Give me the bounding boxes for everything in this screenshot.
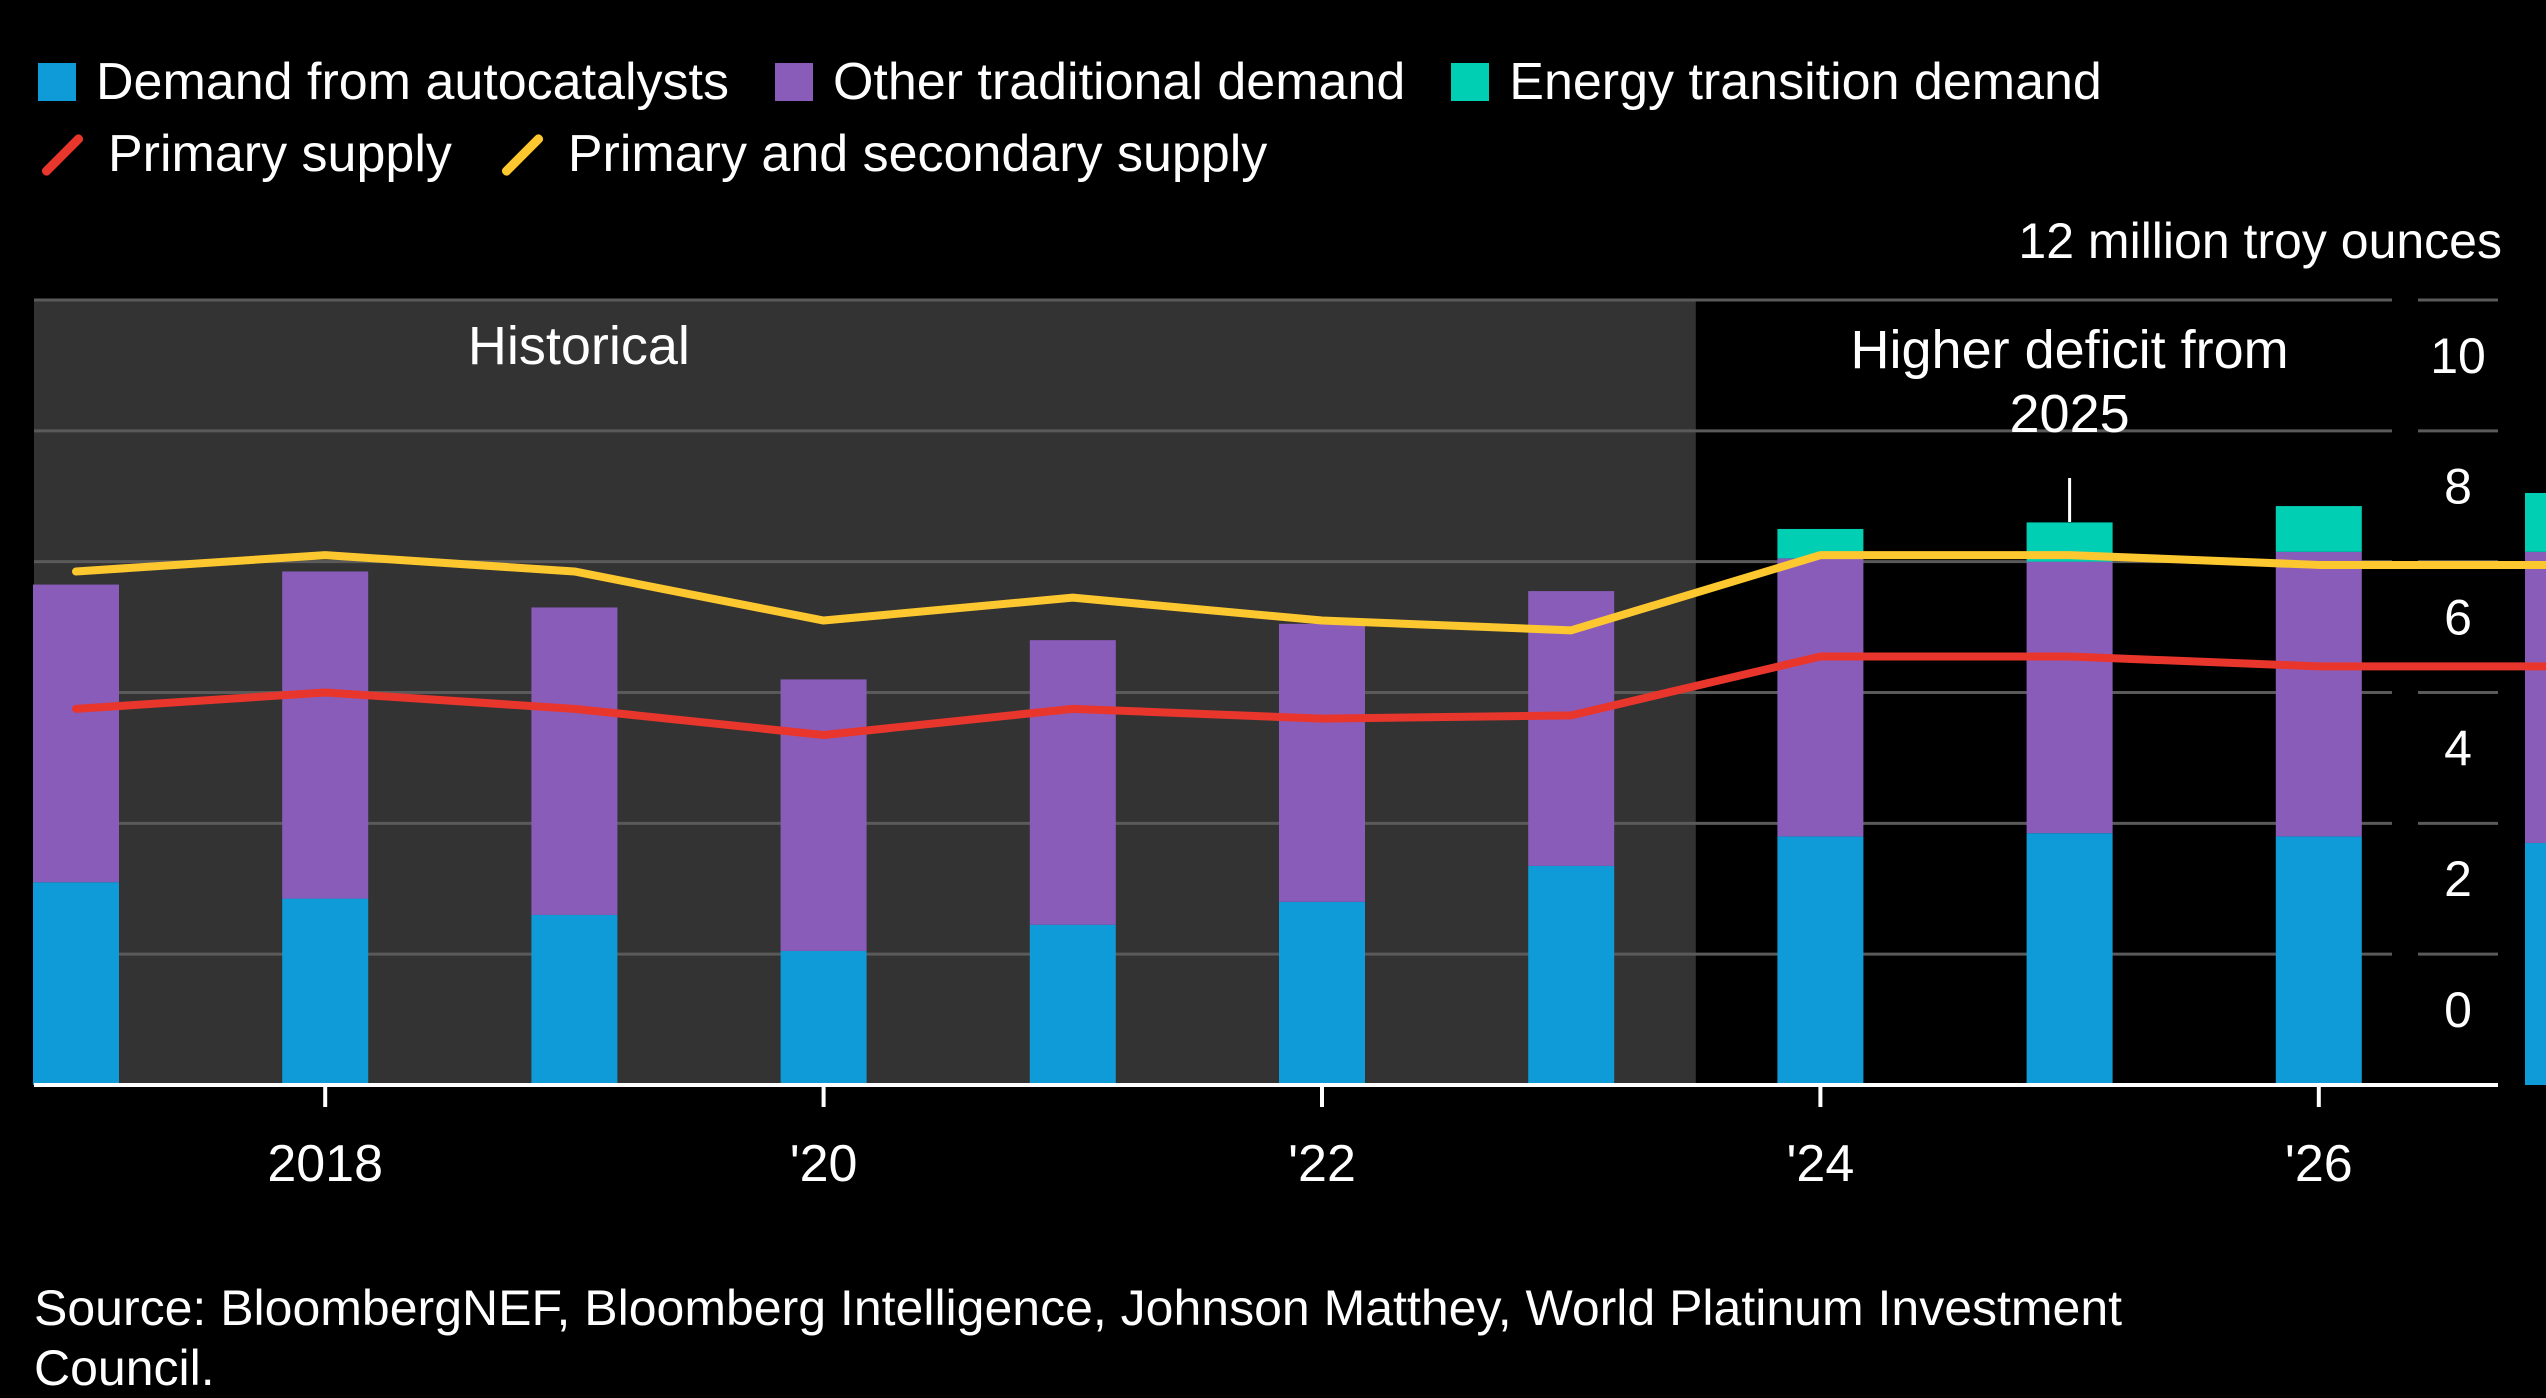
y-tick-label: 2 [2444,851,2472,907]
autocatalysts-bar [1528,865,1615,1085]
legend-row-demand: Demand from autocatalysts Other traditio… [38,46,2498,118]
autocatalysts-bar [282,898,369,1085]
other-traditional-bar [33,584,119,883]
other-traditional-bar [2525,551,2546,843]
y-tick-label: 4 [2444,720,2472,776]
other-traditional-bar [1279,623,1365,902]
autocatalysts-bar [1279,901,1365,1085]
x-tick-label: '20 [790,1135,858,1193]
legend-item-other-traditional: Other traditional demand [774,46,1406,118]
autocatalysts-bar [1029,924,1116,1085]
y-tick-label: 8 [2444,459,2472,515]
autocatalysts-bar [2525,842,2546,1085]
autocatalysts-bar [2026,833,2113,1085]
y-tick-label: 0 [2444,982,2472,1038]
legend-label-energy-transition: Energy transition demand [1509,53,2102,111]
energy-transition-bar [2275,506,2362,552]
other-traditional-bar [2275,551,2362,837]
energy-transition-bar [2525,492,2546,552]
autocatalysts-bar [33,882,119,1085]
stacked-bar-chart: 02468102018'20'22'24'26'28'30'322034Hist… [33,298,2546,1193]
primary-secondary-supply-line [72,551,2546,635]
legend-label-primary-supply: Primary supply [108,125,452,183]
chart-legend: Demand from autocatalysts Other traditio… [38,46,2498,190]
deficit-annotation-line-2: 2025 [2010,384,2130,444]
legend-item-energy-transition: Energy transition demand [1451,46,2102,118]
y-tick-label: 10 [2430,328,2486,384]
y-axis-unit-label: 12 million troy ounces [2018,213,2502,269]
legend-label-primary-secondary-supply: Primary and secondary supply [567,125,1268,183]
legend-item-primary-supply: Primary supply [38,118,452,190]
historical-annotation: Historical [468,316,690,376]
other-traditional-bar [1029,640,1116,925]
autocatalysts-bar [1777,836,1864,1085]
legend-label-other-traditional: Other traditional demand [832,53,1406,111]
autocatalysts-bar [531,914,618,1085]
other-traditional-bar [780,679,867,951]
other-traditional-bar [282,571,369,899]
legend-label-autocatalysts: Demand from autocatalysts [96,53,729,111]
legend-row-supply: Primary supply Primary and secondary sup… [38,118,2498,190]
legend-item-autocatalysts: Demand from autocatalysts [38,46,729,118]
source-note: Source: BloombergNEF, Bloomberg Intellig… [34,1280,2123,1396]
y-tick-label: 6 [2444,590,2472,646]
energy-transition-swatch [1451,63,1490,101]
other-traditional-bar [531,607,618,915]
other-traditional-bar [2026,561,2113,834]
legend-item-primary-secondary-supply: Primary and secondary supply [498,118,1267,190]
autocatalysts-swatch [38,63,76,101]
primary-supply-line [72,652,2546,740]
x-tick-label: '22 [1288,1135,1356,1193]
other-traditional-bar [1528,591,1615,866]
deficit-annotation-line-1: Higher deficit from [1851,320,2289,380]
x-tick-label: 2018 [267,1135,383,1193]
other-traditional-bar [1777,558,1864,837]
autocatalysts-bar [780,950,867,1085]
x-tick-label: '26 [2285,1135,2353,1193]
other-traditional-swatch [774,63,813,101]
autocatalysts-bar [2275,836,2362,1085]
x-tick-label: '24 [1787,1135,1855,1193]
